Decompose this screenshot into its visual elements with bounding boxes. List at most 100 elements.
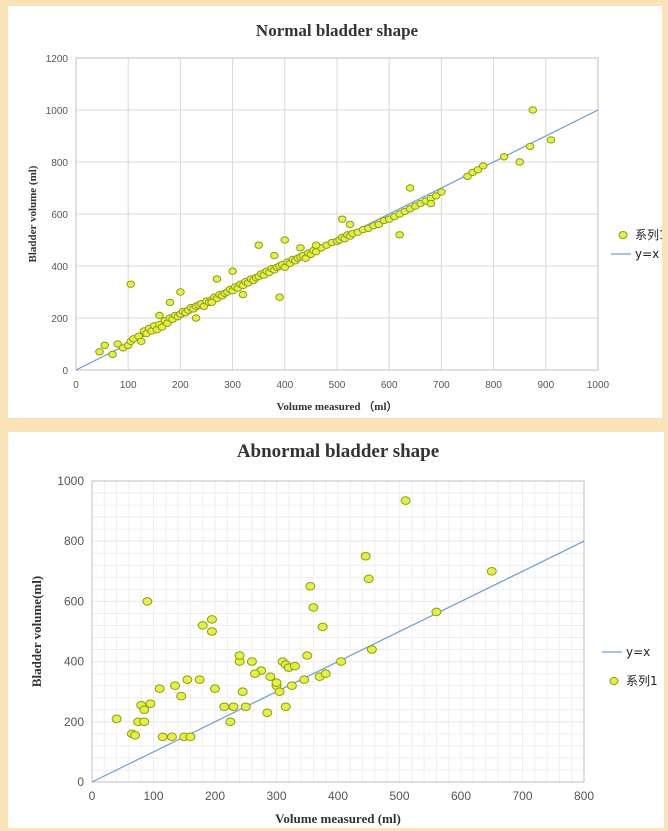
x-tick-label: 800 — [574, 789, 594, 803]
data-point — [182, 675, 193, 684]
data-point — [228, 702, 239, 712]
legend-label: y=x — [626, 645, 650, 659]
chart-title: Normal bladder shape — [256, 21, 419, 40]
chart-title: Abnormal bladder shape — [237, 441, 439, 462]
data-point — [289, 661, 300, 671]
data-point — [286, 681, 297, 690]
y-tick-label: 800 — [64, 534, 84, 548]
data-point — [139, 717, 150, 727]
data-point — [360, 551, 371, 561]
data-point — [212, 275, 222, 283]
y-tick-label: 600 — [64, 594, 84, 608]
data-point — [219, 702, 230, 712]
data-point — [254, 241, 263, 249]
x-tick-label: 0 — [73, 380, 79, 391]
data-point — [238, 290, 248, 299]
data-point — [139, 705, 150, 715]
chart-panel-abnormal: Abnormal bladder shape 0 100 200 300 400 500 60… — [8, 432, 664, 828]
x-tick-label: 800 — [485, 380, 502, 391]
data-point — [225, 717, 236, 727]
data-point — [234, 651, 245, 660]
legend-marker-points — [609, 677, 619, 685]
data-point — [249, 669, 260, 678]
data-point — [431, 607, 442, 617]
data-point — [400, 496, 411, 505]
data-point — [305, 582, 316, 591]
y-tick-label: 1000 — [57, 474, 84, 488]
data-point — [157, 732, 168, 742]
normal-bladder-chart: Normal bladder shape 0 100 200 300 400 500 600 7… — [27, 21, 662, 413]
x-tick-label: 400 — [328, 789, 348, 803]
plot-frame — [91, 480, 585, 783]
data-point — [275, 293, 284, 301]
data-point — [426, 199, 436, 208]
data-point — [265, 672, 276, 681]
data-point — [130, 731, 141, 740]
data-point — [336, 657, 347, 666]
x-tick-label: 300 — [224, 380, 241, 391]
data-point — [405, 184, 415, 192]
y-axis-title: Bladder volume (ml) — [27, 165, 39, 262]
y-tick-label: 200 — [64, 715, 84, 729]
y-tick-label: 600 — [51, 210, 68, 221]
y-tick-label: 0 — [77, 775, 84, 789]
data-point — [185, 732, 196, 742]
data-point — [528, 106, 538, 114]
data-point — [176, 288, 185, 296]
legend-label: y=x — [635, 247, 659, 261]
data-point — [237, 687, 248, 697]
data-point — [197, 621, 208, 630]
data-point — [206, 615, 217, 624]
data-point — [95, 348, 104, 356]
data-point — [395, 231, 404, 239]
data-point — [280, 702, 291, 712]
x-axis-title: Volume measured （ml） — [277, 400, 398, 413]
data-point — [100, 341, 110, 349]
x-tick-label: 0 — [89, 789, 96, 803]
data-point — [194, 675, 205, 684]
x-tick-label: 1000 — [587, 380, 610, 391]
chart-panel-normal: Normal bladder shape 0 100 200 300 400 500 600 7… — [8, 6, 662, 418]
data-point — [337, 215, 347, 223]
x-tick-label: 600 — [381, 380, 398, 391]
data-point — [437, 188, 446, 196]
y-axis-title: Bladder volume(ml) — [29, 576, 44, 687]
x-axis-title: Volume measured (ml) — [275, 811, 401, 826]
data-point — [154, 684, 165, 693]
x-tick-label: 500 — [389, 789, 409, 803]
x-tick-label: 100 — [143, 789, 163, 803]
y-tick-label: 0 — [62, 366, 68, 377]
data-point — [302, 651, 313, 660]
x-tick-label: 600 — [451, 789, 471, 803]
data-point — [166, 732, 177, 742]
x-tick-label: 500 — [329, 380, 346, 391]
data-point — [136, 337, 146, 346]
data-point — [108, 350, 117, 359]
data-point — [546, 136, 556, 144]
x-tick-label: 700 — [433, 380, 450, 391]
x-tick-label: 900 — [537, 380, 554, 391]
y-tick-label: 400 — [64, 655, 84, 669]
x-tick-label: 200 — [172, 380, 189, 391]
data-point — [320, 669, 331, 678]
data-point — [366, 645, 377, 654]
data-point — [210, 684, 220, 693]
data-point — [240, 702, 251, 712]
data-point — [176, 691, 187, 701]
data-point — [296, 244, 305, 252]
data-point — [311, 241, 321, 249]
legend-marker-points — [618, 231, 628, 239]
data-point — [478, 162, 488, 170]
data-point — [142, 597, 153, 606]
data-point — [308, 603, 319, 612]
y-tick-label: 1000 — [46, 106, 69, 117]
data-point — [262, 708, 273, 718]
data-point — [317, 622, 328, 632]
y-tick-label: 400 — [51, 262, 68, 273]
plot-frame — [75, 57, 599, 371]
data-point — [270, 251, 279, 260]
data-point — [486, 567, 497, 576]
data-point — [111, 714, 122, 724]
data-point — [206, 627, 217, 636]
data-point — [515, 158, 525, 166]
